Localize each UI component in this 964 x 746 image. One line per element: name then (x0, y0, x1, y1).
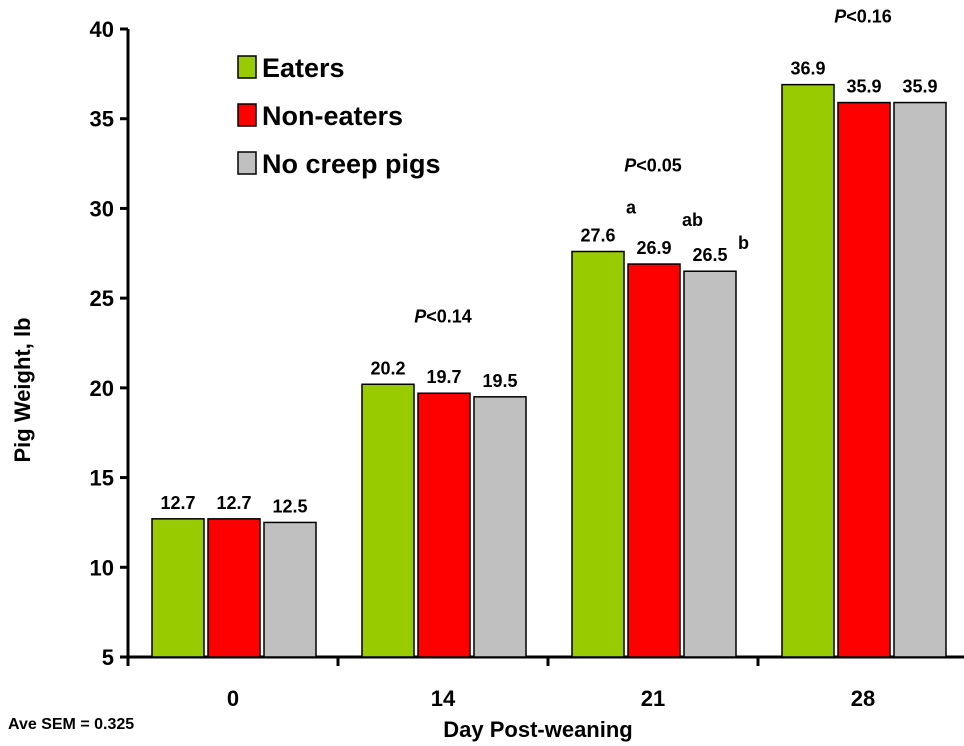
bar-eaters-day-28 (781, 83, 835, 658)
data-label: 12.5 (272, 496, 307, 516)
data-label: 20.2 (370, 358, 405, 378)
y-tick-label: 15 (90, 466, 114, 491)
y-tick-label: 30 (90, 196, 114, 221)
legend-label: Non-eaters (262, 101, 403, 131)
legend-label: Eaters (262, 53, 345, 83)
bar-non-eaters-day-21 (627, 263, 681, 658)
y-tick-label: 25 (90, 286, 114, 311)
legend-swatch-non-eaters (237, 103, 257, 127)
data-label: 12.7 (160, 493, 195, 513)
legend: Eaters Non-eaters No creep pigs (237, 53, 441, 179)
p-value-label: P<0.14 (414, 306, 472, 326)
bar-no-creep-pigs-day-28 (893, 101, 947, 658)
data-label: 36.9 (790, 59, 825, 79)
data-label: 26.9 (636, 238, 671, 258)
data-label: 27.6 (580, 225, 615, 245)
x-tick-label: 14 (431, 686, 456, 711)
bars (151, 83, 947, 658)
p-value-label: P<0.05 (624, 155, 682, 175)
data-label: 26.5 (692, 245, 727, 265)
bar-no-creep-pigs-day-0 (263, 521, 317, 658)
y-tick-label: 35 (90, 107, 114, 132)
bar-eaters-day-14 (361, 383, 415, 658)
y-axis-title: Pig Weight, lb (10, 317, 35, 462)
bar-eaters-day-0 (151, 518, 205, 658)
y-tick-label: 10 (90, 555, 114, 580)
significance-letter: b (738, 233, 749, 253)
y-tick-label: 40 (90, 17, 114, 42)
data-label: 12.7 (216, 493, 251, 513)
x-axis-title: Day Post-weaning (443, 717, 632, 742)
y-tick-label: 5 (102, 645, 114, 670)
p-value-label: P<0.16 (834, 7, 892, 27)
data-label: 35.9 (846, 77, 881, 97)
bar-non-eaters-day-0 (207, 518, 261, 658)
bar-non-eaters-day-28 (837, 101, 891, 658)
data-labels: 12.7 12.7 12.5 20.2 19.7 19.5 27.6 a 26.9 ab 26.5 b… (160, 7, 937, 517)
bar-non-eaters-day-14 (417, 392, 471, 658)
bar-no-creep-pigs-day-21 (683, 270, 737, 658)
x-tick-label: 0 (227, 686, 239, 711)
bar-eaters-day-21 (571, 250, 625, 658)
y-tick-label: 20 (90, 376, 114, 401)
significance-letter: a (626, 197, 637, 217)
data-label: 19.7 (426, 367, 461, 387)
x-tick-label: 21 (641, 686, 665, 711)
data-label: 19.5 (482, 371, 517, 391)
legend-swatch-eaters (237, 55, 257, 79)
bar-no-creep-pigs-day-14 (473, 396, 527, 658)
legend-label: No creep pigs (262, 149, 441, 179)
ave-sem-note: Ave SEM = 0.325 (8, 716, 134, 733)
x-tick-label: 28 (851, 686, 875, 711)
data-label: 35.9 (902, 77, 937, 97)
legend-swatch-no-creep-pigs (237, 151, 257, 175)
significance-letter: ab (682, 210, 703, 230)
